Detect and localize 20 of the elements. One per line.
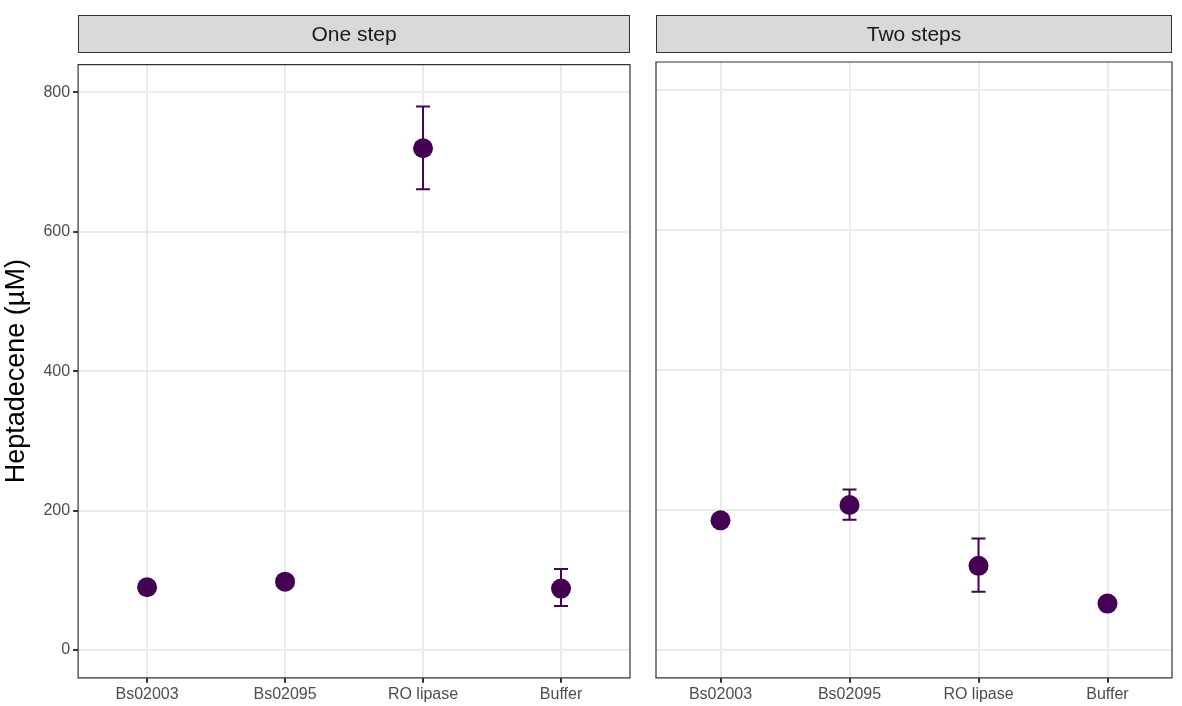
chart-title: Two steps xyxy=(656,15,1172,53)
y-axis-title: Heptadecene (µM) xyxy=(0,259,30,484)
point xyxy=(137,577,158,598)
point xyxy=(1097,593,1118,614)
y-tick-label: 200 xyxy=(43,500,71,518)
x-tick-label: RO lipase xyxy=(943,684,1014,702)
y-tick-label: 400 xyxy=(43,361,71,379)
y-tick-label: 0 xyxy=(61,640,71,658)
y-tick-label: 600 xyxy=(43,222,71,240)
x-tick-label: Bs02003 xyxy=(115,684,179,702)
y-tick-label: 800 xyxy=(43,82,71,100)
x-tick-label: Buffer xyxy=(539,684,583,702)
chart-title: One step xyxy=(78,15,630,53)
x-tick-label: RO lipase xyxy=(387,684,459,702)
point xyxy=(710,510,731,531)
x-tick-label: Bs02095 xyxy=(253,684,317,702)
x-tick-label: Buffer xyxy=(1086,684,1130,702)
x-tick-label: Bs02095 xyxy=(817,684,882,702)
point xyxy=(275,571,296,592)
x-tick-label: Bs02003 xyxy=(688,684,753,702)
